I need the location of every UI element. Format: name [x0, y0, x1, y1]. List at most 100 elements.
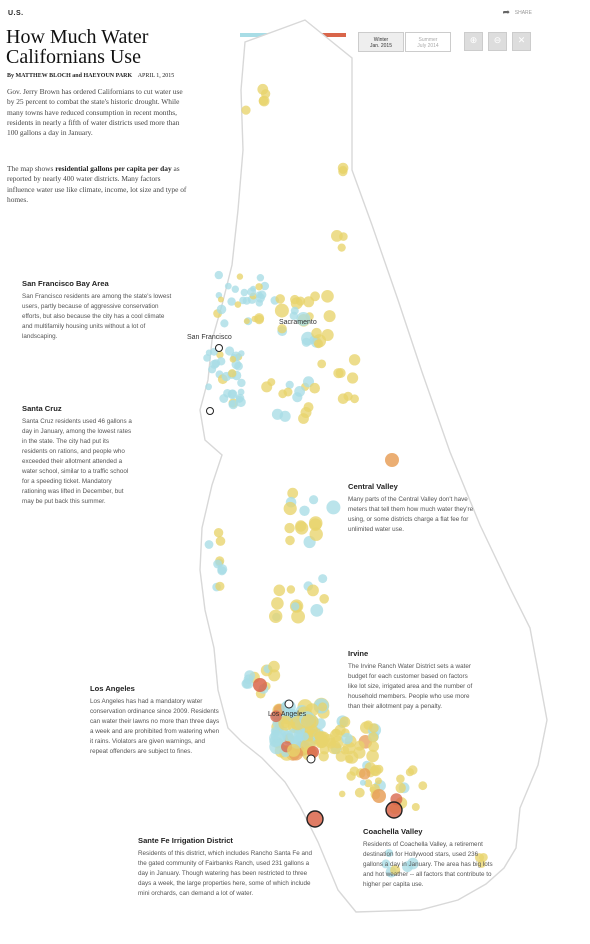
- district-dot[interactable]: [203, 354, 211, 362]
- district-dot[interactable]: [211, 359, 221, 368]
- district-dot[interactable]: [273, 584, 286, 597]
- district-dot[interactable]: [283, 501, 297, 516]
- district-dot[interactable]: [335, 368, 346, 378]
- district-dot-high-use[interactable]: [253, 678, 267, 692]
- district-dot[interactable]: [345, 755, 354, 764]
- district-dot[interactable]: [335, 751, 347, 762]
- district-dot[interactable]: [268, 660, 280, 673]
- district-dot[interactable]: [368, 741, 379, 752]
- district-dot[interactable]: [274, 303, 289, 318]
- district-dot[interactable]: [275, 294, 286, 304]
- district-dot[interactable]: [369, 723, 379, 733]
- district-dot[interactable]: [208, 365, 217, 374]
- district-dot[interactable]: [243, 318, 250, 325]
- district-dot[interactable]: [366, 749, 379, 763]
- district-dot[interactable]: [277, 324, 287, 334]
- district-dot[interactable]: [229, 356, 237, 363]
- district-dot[interactable]: [309, 382, 321, 394]
- district-dot[interactable]: [271, 408, 284, 420]
- district-dot[interactable]: [381, 859, 391, 869]
- summer-toggle-button[interactable]: Summer July 2014: [405, 32, 451, 52]
- district-dot[interactable]: [359, 779, 366, 786]
- district-dot[interactable]: [214, 270, 223, 280]
- district-dot[interactable]: [205, 383, 213, 391]
- district-dot[interactable]: [364, 779, 373, 788]
- district-dot[interactable]: [310, 604, 324, 617]
- district-dot[interactable]: [283, 387, 293, 397]
- district-dot[interactable]: [339, 716, 351, 728]
- district-dot[interactable]: [321, 290, 334, 303]
- district-dot[interactable]: [309, 495, 319, 505]
- district-dot[interactable]: [270, 726, 280, 736]
- district-dot[interactable]: [396, 774, 405, 784]
- district-dot[interactable]: [217, 296, 224, 303]
- district-dot[interactable]: [255, 299, 263, 307]
- district-dot[interactable]: [260, 281, 270, 291]
- district-dot[interactable]: [290, 294, 300, 305]
- district-dot[interactable]: [338, 166, 348, 177]
- district-dot[interactable]: [311, 327, 322, 339]
- district-dot[interactable]: [299, 505, 310, 516]
- district-dot[interactable]: [254, 313, 265, 324]
- district-dot[interactable]: [204, 540, 214, 549]
- district-dot[interactable]: [385, 849, 393, 857]
- district-dot[interactable]: [301, 337, 311, 347]
- share-arrow-icon[interactable]: ➦: [502, 8, 510, 18]
- district-dot[interactable]: [347, 372, 359, 384]
- district-dot[interactable]: [215, 536, 226, 546]
- section-label[interactable]: U.S.: [8, 10, 24, 17]
- district-dot[interactable]: [220, 319, 229, 328]
- district-dot[interactable]: [268, 669, 281, 682]
- district-dot[interactable]: [368, 732, 379, 743]
- district-dot[interactable]: [261, 381, 273, 393]
- district-dot[interactable]: [348, 354, 361, 366]
- district-dot[interactable]: [341, 732, 353, 745]
- district-dot[interactable]: [291, 602, 300, 611]
- district-dot[interactable]: [284, 522, 295, 534]
- district-dot[interactable]: [228, 369, 237, 378]
- district-dot[interactable]: [325, 738, 337, 749]
- district-dot[interactable]: [321, 329, 334, 341]
- district-dot[interactable]: [317, 359, 327, 369]
- district-dot[interactable]: [205, 349, 213, 356]
- district-dot[interactable]: [307, 584, 319, 597]
- district-dot[interactable]: [237, 378, 246, 388]
- district-dot[interactable]: [390, 865, 401, 875]
- district-dot[interactable]: [314, 339, 323, 349]
- district-dot[interactable]: [216, 304, 227, 315]
- district-dot[interactable]: [418, 781, 428, 791]
- district-dot[interactable]: [278, 715, 294, 731]
- district-dot[interactable]: [228, 399, 238, 410]
- district-dot[interactable]: [217, 564, 228, 575]
- district-dot[interactable]: [374, 764, 384, 774]
- district-dot[interactable]: [338, 790, 346, 798]
- district-dot[interactable]: [269, 609, 283, 623]
- district-dot[interactable]: [287, 487, 299, 499]
- district-dot[interactable]: [227, 297, 236, 306]
- district-dot[interactable]: [228, 389, 237, 399]
- district-dot[interactable]: [343, 391, 353, 401]
- close-button[interactable]: ✕: [512, 32, 531, 51]
- district-dot[interactable]: [290, 306, 299, 315]
- district-dot[interactable]: [241, 678, 252, 689]
- district-dot[interactable]: [374, 777, 382, 785]
- share-link[interactable]: SHARE: [514, 10, 532, 16]
- district-dot[interactable]: [247, 287, 257, 297]
- district-dot[interactable]: [285, 380, 294, 389]
- district-dot[interactable]: [310, 291, 320, 302]
- district-dot[interactable]: [236, 397, 246, 408]
- district-dot[interactable]: [326, 500, 341, 515]
- district-dot[interactable]: [269, 736, 281, 748]
- district-dot[interactable]: [234, 301, 242, 308]
- zoom-out-button[interactable]: ⊖: [488, 32, 507, 51]
- district-dot[interactable]: [479, 853, 488, 862]
- district-dot[interactable]: [354, 787, 365, 798]
- district-dot[interactable]: [231, 285, 239, 293]
- district-dot[interactable]: [295, 521, 309, 535]
- district-dot[interactable]: [318, 574, 328, 584]
- district-dot-high-use[interactable]: [385, 453, 399, 467]
- district-dot[interactable]: [238, 350, 245, 357]
- district-dot[interactable]: [300, 732, 309, 741]
- district-dot[interactable]: [309, 527, 323, 541]
- district-dot[interactable]: [256, 274, 265, 282]
